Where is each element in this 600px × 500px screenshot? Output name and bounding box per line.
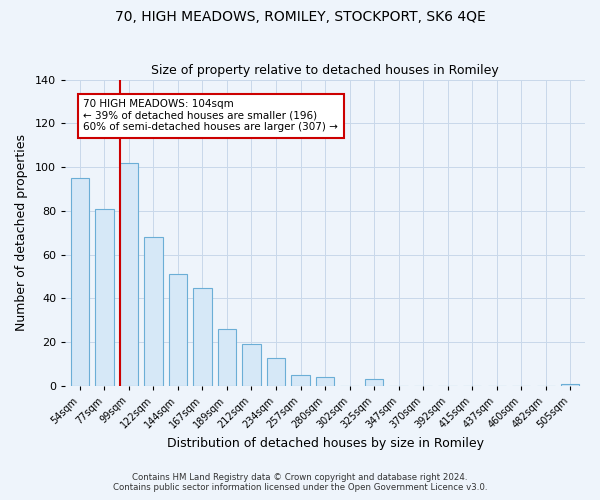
Bar bbox=[71, 178, 89, 386]
Y-axis label: Number of detached properties: Number of detached properties bbox=[15, 134, 28, 332]
Text: Contains HM Land Registry data © Crown copyright and database right 2024.
Contai: Contains HM Land Registry data © Crown c… bbox=[113, 473, 487, 492]
Text: 70, HIGH MEADOWS, ROMILEY, STOCKPORT, SK6 4QE: 70, HIGH MEADOWS, ROMILEY, STOCKPORT, SK… bbox=[115, 10, 485, 24]
X-axis label: Distribution of detached houses by size in Romiley: Distribution of detached houses by size … bbox=[167, 437, 484, 450]
Bar bbox=[267, 358, 285, 386]
Text: 70 HIGH MEADOWS: 104sqm
← 39% of detached houses are smaller (196)
60% of semi-d: 70 HIGH MEADOWS: 104sqm ← 39% of detache… bbox=[83, 100, 338, 132]
Bar bbox=[169, 274, 187, 386]
Bar bbox=[292, 375, 310, 386]
Bar bbox=[95, 208, 113, 386]
Bar bbox=[193, 288, 212, 386]
Title: Size of property relative to detached houses in Romiley: Size of property relative to detached ho… bbox=[151, 64, 499, 77]
Bar bbox=[561, 384, 580, 386]
Bar bbox=[119, 162, 138, 386]
Bar bbox=[242, 344, 260, 386]
Bar bbox=[365, 380, 383, 386]
Bar bbox=[218, 329, 236, 386]
Bar bbox=[316, 378, 334, 386]
Bar bbox=[144, 237, 163, 386]
